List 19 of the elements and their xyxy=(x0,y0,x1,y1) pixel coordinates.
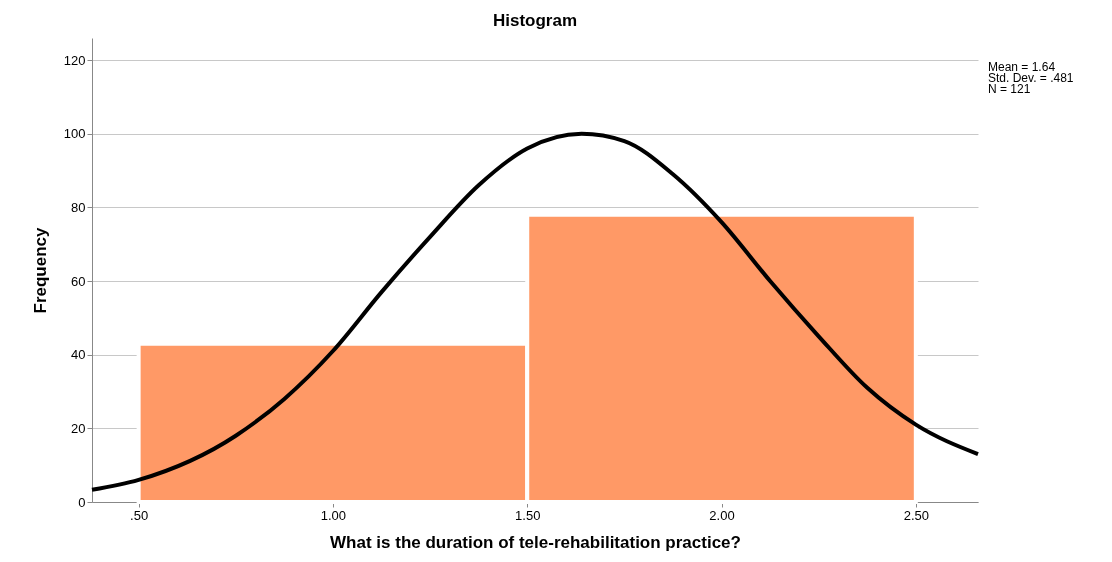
x-tick-label: .50 xyxy=(130,507,149,523)
y-axis-title: Frequency xyxy=(30,226,50,314)
text: Std. Dev. = .481 xyxy=(988,71,1074,85)
line-series xyxy=(90,131,980,492)
y-tick-label: 100 xyxy=(63,126,86,142)
x-tick-label: 2.50 xyxy=(903,507,929,523)
text: N = 121 xyxy=(988,82,1032,96)
text: Mean = 1.64 xyxy=(988,60,1056,74)
x-tick-label: 1.50 xyxy=(515,507,541,523)
y-tick-label: 0 xyxy=(78,494,86,510)
x-tick-label: 1.00 xyxy=(320,507,347,523)
y-tick-label: 80 xyxy=(71,199,86,215)
y-tick-label: 60 xyxy=(71,273,86,289)
chart-title: Histogram xyxy=(492,11,578,30)
y-tick-label: 20 xyxy=(71,420,86,436)
y-tick-label: 40 xyxy=(71,347,86,363)
y-tick-label: 120 xyxy=(63,52,86,68)
x-tick-label: 2.00 xyxy=(709,507,735,523)
x-axis-title: What is the duration of tele-rehabilitation practice? xyxy=(330,532,741,552)
